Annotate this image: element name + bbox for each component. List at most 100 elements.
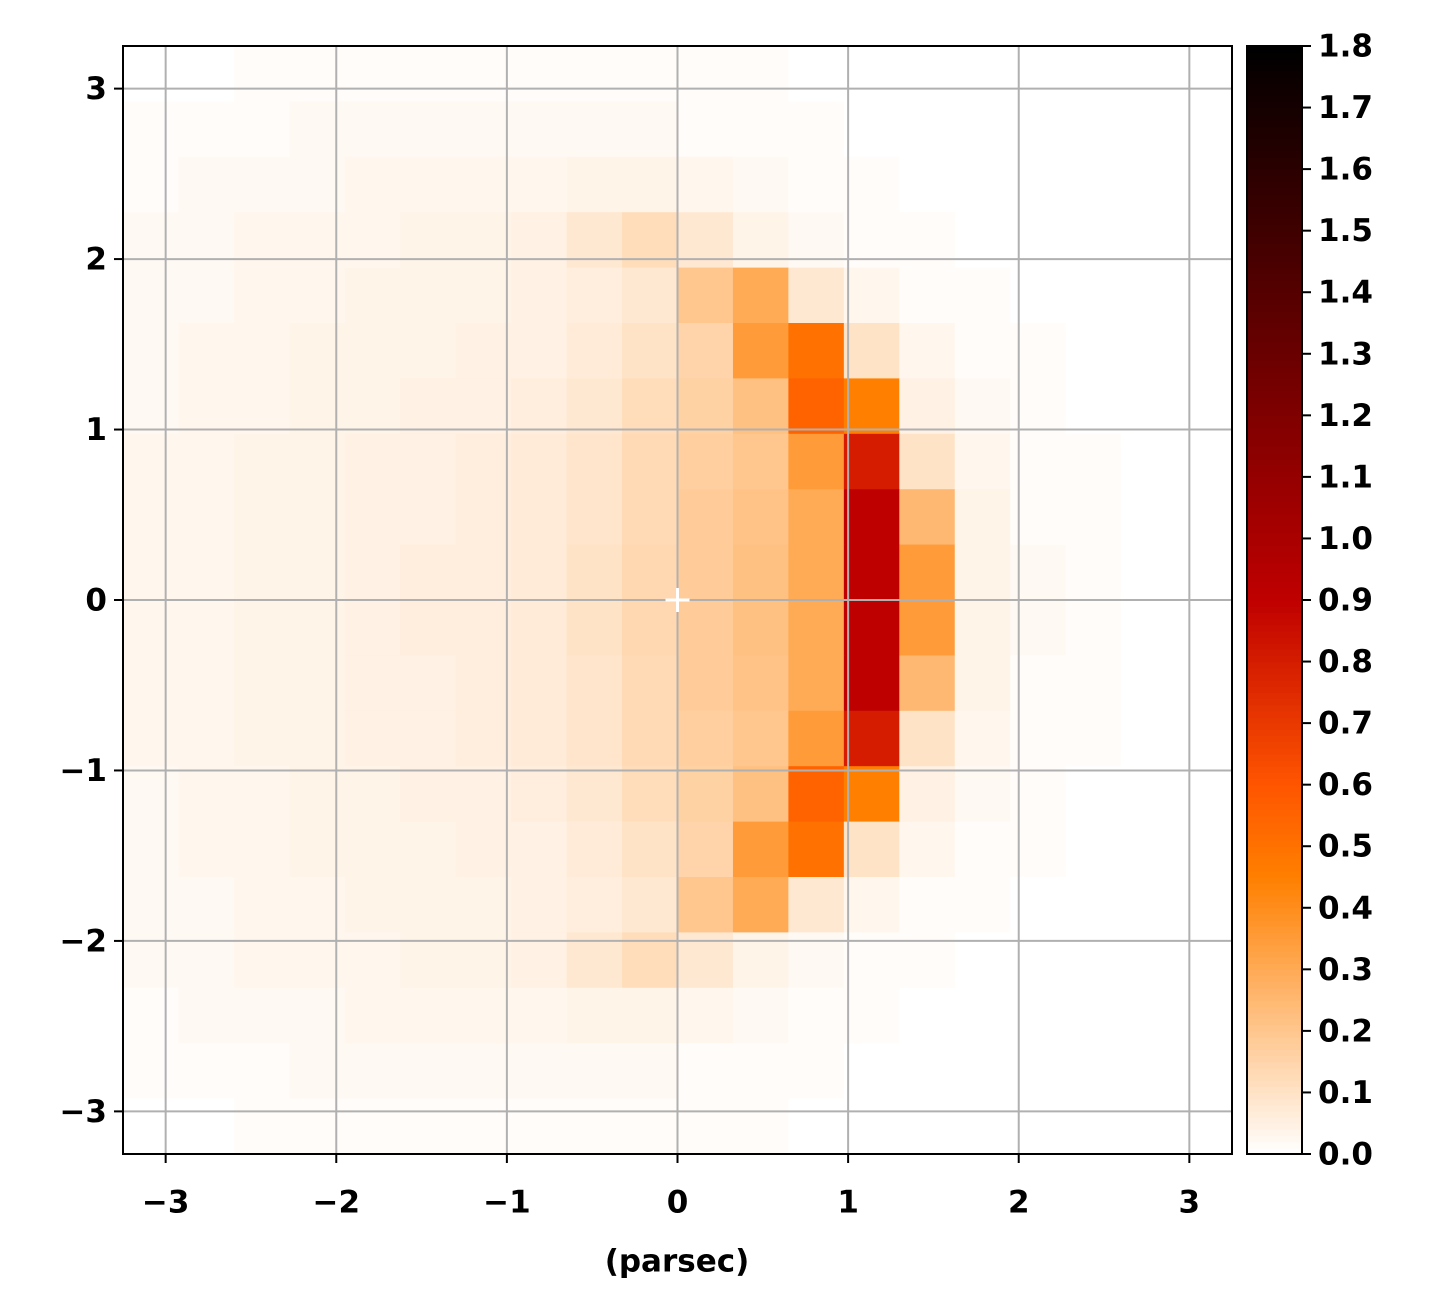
heatmap-cell	[732, 655, 789, 712]
colorbar-step	[1247, 1055, 1302, 1063]
colorbar-step	[1247, 273, 1302, 281]
x-tick-label: −2	[312, 1185, 360, 1221]
heatmap-cell	[843, 101, 900, 158]
colorbar-step	[1247, 199, 1302, 207]
heatmap-cell	[899, 600, 956, 656]
heatmap-cell	[1121, 433, 1178, 490]
heatmap-cell	[954, 156, 1011, 213]
heatmap-cell	[123, 101, 180, 158]
heatmap-cell	[123, 46, 180, 102]
heatmap-cell	[233, 267, 290, 324]
heatmap-cell	[1065, 378, 1122, 435]
heatmap-cell	[622, 821, 679, 878]
x-tick-label: 1	[837, 1185, 859, 1221]
colorbar-step	[1247, 852, 1302, 860]
y-tick-label: 1	[85, 412, 107, 448]
colorbar-step	[1247, 181, 1302, 189]
heatmap-cell	[732, 433, 789, 490]
heatmap-cell	[123, 766, 180, 823]
colorbar-step	[1247, 76, 1302, 84]
y-tick-label: −2	[59, 923, 107, 959]
heatmap-cell	[954, 489, 1011, 546]
heatmap-cell	[954, 600, 1011, 656]
heatmap-cell	[1065, 156, 1122, 213]
y-tick-label: 2	[85, 242, 107, 278]
colorbar-step	[1247, 698, 1302, 706]
colorbar-step	[1247, 513, 1302, 521]
colorbar-step	[1247, 1129, 1302, 1137]
heatmap-cell	[566, 156, 623, 213]
heatmap-cell	[622, 987, 679, 1044]
y-tick-label: −3	[59, 1094, 107, 1130]
heatmap-cell	[732, 378, 789, 435]
heatmap-cell	[233, 766, 290, 823]
colorbar-step	[1247, 809, 1302, 817]
colorbar-tick-label: 0.5	[1318, 829, 1373, 865]
heatmap-cell	[511, 101, 568, 158]
colorbar-step	[1247, 1012, 1302, 1020]
x-tick-label: −3	[142, 1185, 190, 1221]
heatmap-cell	[233, 1043, 290, 1100]
heatmap-cell	[400, 1043, 457, 1100]
heatmap-cell	[788, 267, 845, 324]
heatmap-cell	[622, 489, 679, 546]
colorbar-step	[1247, 156, 1302, 164]
heatmap-cell	[843, 766, 900, 823]
heatmap-cell	[954, 544, 1011, 601]
heatmap-cell	[788, 46, 845, 102]
heatmap-cell	[622, 710, 679, 767]
colorbar-step	[1247, 1061, 1302, 1069]
colorbar-step	[1247, 649, 1302, 656]
colorbar-tick-label: 0.3	[1318, 952, 1373, 988]
colorbar-step	[1247, 704, 1302, 712]
colorbar-step	[1247, 458, 1302, 466]
colorbar-step	[1247, 753, 1302, 761]
heatmap-cell	[178, 600, 235, 656]
heatmap-cell	[566, 267, 623, 324]
heatmap-cell	[455, 1098, 512, 1155]
heatmap-cell	[843, 655, 900, 712]
colorbar-tick-label: 1.2	[1318, 398, 1373, 434]
heatmap-cell	[1176, 655, 1233, 712]
heatmap-cell	[1176, 1043, 1233, 1100]
heatmap-cell	[677, 987, 734, 1044]
heatmap-cell	[511, 1043, 568, 1100]
heatmap-cell	[1121, 877, 1178, 933]
colorbar-step	[1247, 581, 1302, 589]
colorbar-step	[1247, 883, 1302, 890]
colorbar-step	[1247, 1141, 1302, 1149]
colorbar-step	[1247, 1086, 1302, 1094]
colorbar-step	[1247, 82, 1302, 90]
colorbar-step	[1247, 796, 1302, 804]
heatmap-cell	[400, 156, 457, 213]
colorbar-step	[1247, 132, 1302, 139]
heatmap-cell	[566, 323, 623, 379]
heatmap-cell	[123, 1043, 180, 1100]
heatmap-cell	[400, 489, 457, 546]
heatmap-cell	[123, 877, 180, 933]
colorbar-step	[1247, 476, 1302, 484]
heatmap-cell	[788, 433, 845, 490]
colorbar-step	[1247, 913, 1302, 921]
heatmap-cell	[123, 821, 180, 878]
heatmap-cell	[732, 987, 789, 1044]
colorbar-step	[1247, 723, 1302, 730]
heatmap-cell	[954, 267, 1011, 324]
colorbar-step	[1247, 556, 1302, 564]
heatmap-cell	[1176, 323, 1233, 379]
heatmap-cell	[899, 378, 956, 435]
colorbar-tick-label: 0.4	[1318, 890, 1373, 926]
colorbar-tick-label: 1.0	[1318, 521, 1373, 557]
heatmap-cell	[732, 1043, 789, 1100]
heatmap-cell	[732, 1098, 789, 1155]
heatmap-cell	[344, 1098, 401, 1155]
heatmap-cell	[1065, 1043, 1122, 1100]
heatmap-cell	[344, 433, 401, 490]
heatmap-cell	[622, 267, 679, 324]
heatmap-cell	[732, 46, 789, 102]
colorbar-step	[1247, 70, 1302, 78]
heatmap-cell	[1121, 101, 1178, 158]
heatmap-cell	[233, 323, 290, 379]
colorbar-step	[1247, 575, 1302, 583]
colorbar-step	[1247, 963, 1302, 970]
